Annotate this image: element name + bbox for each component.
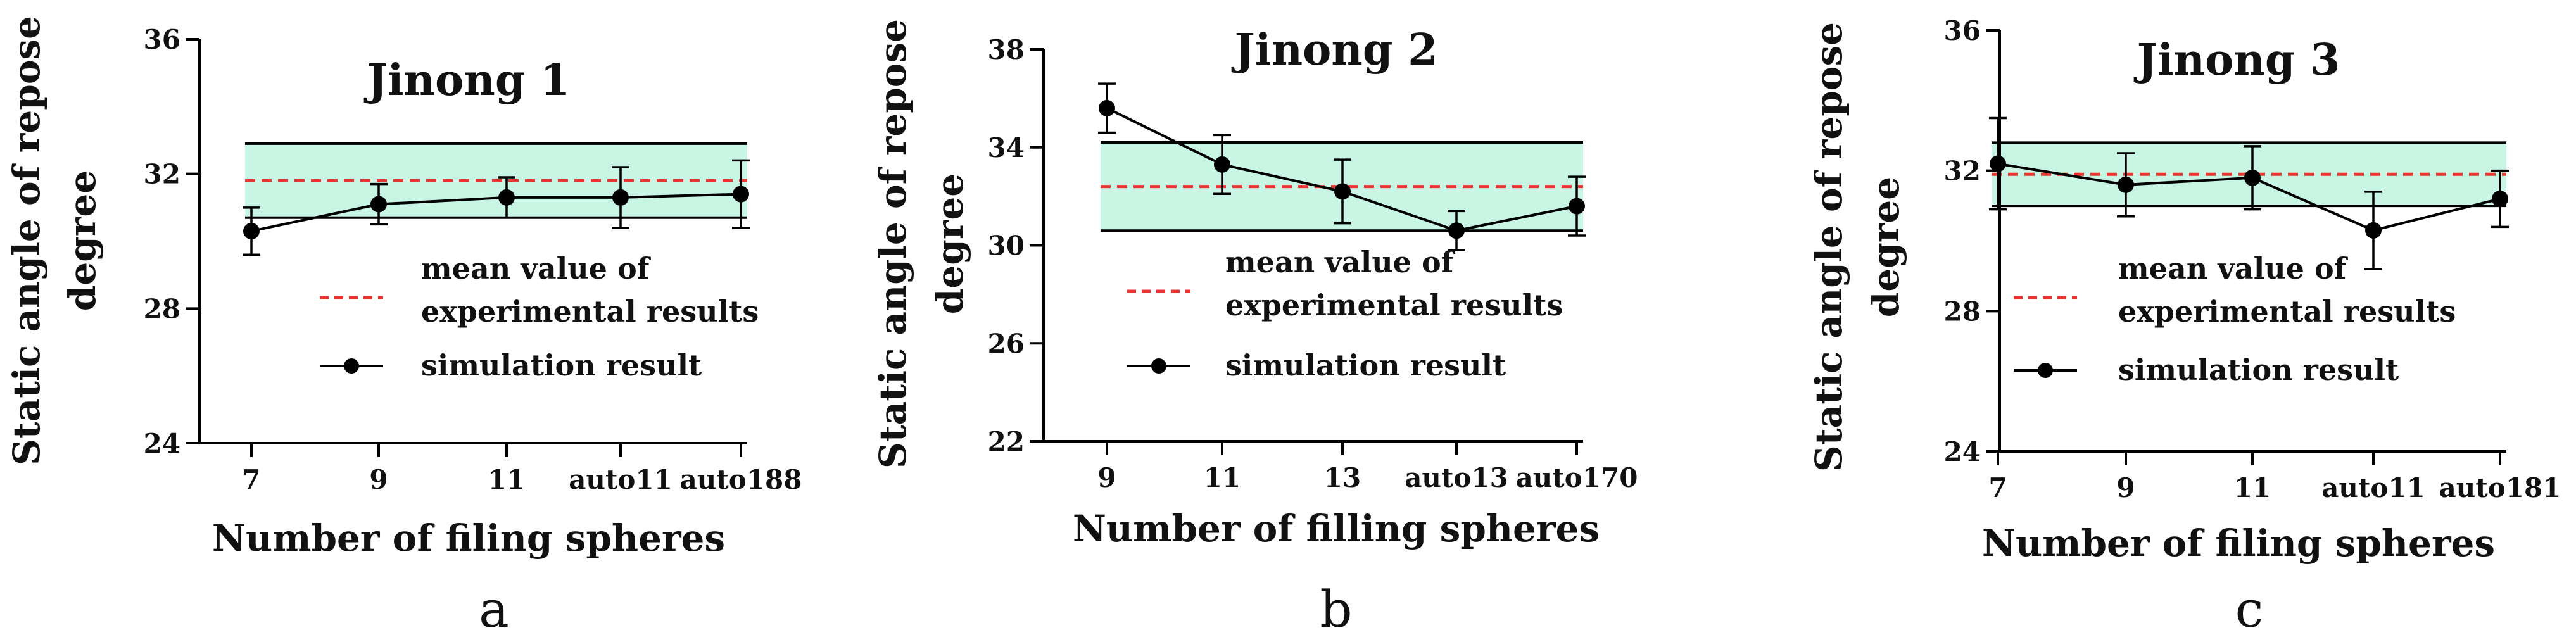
chart-title: Jinong 3	[2134, 35, 2340, 85]
legend-mean-label: mean value of	[2118, 251, 2349, 286]
y-tick-label: 28	[144, 293, 180, 324]
data-point	[243, 223, 260, 240]
y-axis-label: Static angle of repose	[5, 16, 48, 465]
y-axis-label: Static angle of repose	[1807, 22, 1850, 472]
x-tick-label: auto170	[1516, 462, 1638, 493]
y-tick-label: 32	[1944, 156, 1981, 187]
x-tick-label: auto188	[680, 464, 802, 495]
legend-simulation-swatch-marker	[344, 358, 359, 374]
legend-simulation-label: simulation result	[421, 348, 702, 382]
x-tick-label: 11	[488, 464, 525, 495]
y-tick-label: 30	[988, 230, 1025, 261]
y-tick-label: 24	[1944, 436, 1981, 467]
y-tick-label: 34	[988, 132, 1025, 163]
y-tick-label: 38	[988, 34, 1025, 65]
x-axis-label: Number of filing spheres	[212, 517, 725, 560]
chart-panel-c: 24 28 32 36 7 9 11 auto11 auto181 Jinong 3 mean va…	[1807, 15, 2561, 639]
legend-mean-label: mean value of	[1225, 245, 1456, 279]
x-axis-label: Number of filling spheres	[1073, 507, 1600, 550]
x-tick-label: auto11	[569, 464, 672, 495]
legend-simulation-label: simulation result	[1225, 348, 1506, 382]
data-point	[2365, 222, 2382, 239]
x-tick-label: 13	[1324, 462, 1361, 493]
y-tick-label: 36	[1944, 15, 1981, 46]
panel-letter: a	[479, 580, 509, 639]
y-tick-label: 22	[988, 426, 1025, 457]
y-tick-label: 28	[1944, 296, 1981, 327]
data-point	[2118, 176, 2134, 193]
y-tick-label: 36	[144, 24, 180, 55]
legend-mean-label-line2: experimental results	[421, 294, 759, 329]
x-tick-label: 7	[1988, 472, 2007, 503]
data-point	[1099, 99, 1115, 116]
legend-simulation-swatch-marker	[1151, 358, 1166, 374]
x-tick-label: 7	[242, 464, 260, 495]
data-point	[370, 196, 387, 213]
legend-simulation-label: simulation result	[2118, 353, 2399, 387]
chart-panel-a: 24 28 32 36 7 9 11 auto11 auto188 Jinong 1 mean va…	[5, 16, 802, 639]
data-point	[2492, 191, 2508, 207]
data-point	[612, 189, 629, 206]
x-tick-label: 11	[2234, 472, 2271, 503]
chart-title: Jinong 1	[364, 55, 571, 106]
chart-panel-b: 22 26 30 34 38 9 11 13 auto13 auto170 Jinong 2 mean…	[871, 19, 1638, 639]
data-point	[733, 186, 749, 203]
x-tick-label: 9	[1097, 462, 1116, 493]
y-tick-label: 24	[144, 428, 180, 459]
legend-simulation-swatch-marker	[2038, 363, 2053, 378]
chart-title: Jinong 2	[1232, 25, 1438, 75]
panel-letter: c	[2235, 580, 2264, 639]
data-point	[1990, 155, 2006, 172]
y-axis-label-line2: degree	[61, 170, 104, 311]
legend-mean-label: mean value of	[421, 251, 652, 286]
data-point	[1448, 222, 1465, 239]
y-axis-label: Static angle of repose	[871, 19, 914, 469]
legend-mean-label-line2: experimental results	[2118, 294, 2456, 329]
data-point	[2244, 169, 2261, 186]
x-tick-label: 11	[1204, 462, 1241, 493]
x-tick-label: auto13	[1405, 462, 1508, 493]
x-tick-label: auto181	[2439, 472, 2561, 503]
legend-mean-label-line2: experimental results	[1225, 288, 1563, 322]
y-tick-label: 32	[144, 159, 180, 190]
x-tick-label: 9	[369, 464, 388, 495]
data-point	[1334, 183, 1351, 200]
panel-letter: b	[1320, 580, 1352, 639]
y-axis-label-line2: degree	[928, 173, 971, 314]
data-point	[1569, 198, 1585, 215]
data-point	[1214, 156, 1230, 173]
x-tick-label: auto11	[2321, 472, 2425, 503]
y-axis-label-line2: degree	[1864, 177, 1907, 317]
x-axis-label: Number of filing spheres	[1982, 522, 2495, 565]
data-point	[498, 189, 515, 206]
y-tick-label: 26	[988, 328, 1025, 359]
x-tick-label: 9	[2116, 472, 2135, 503]
